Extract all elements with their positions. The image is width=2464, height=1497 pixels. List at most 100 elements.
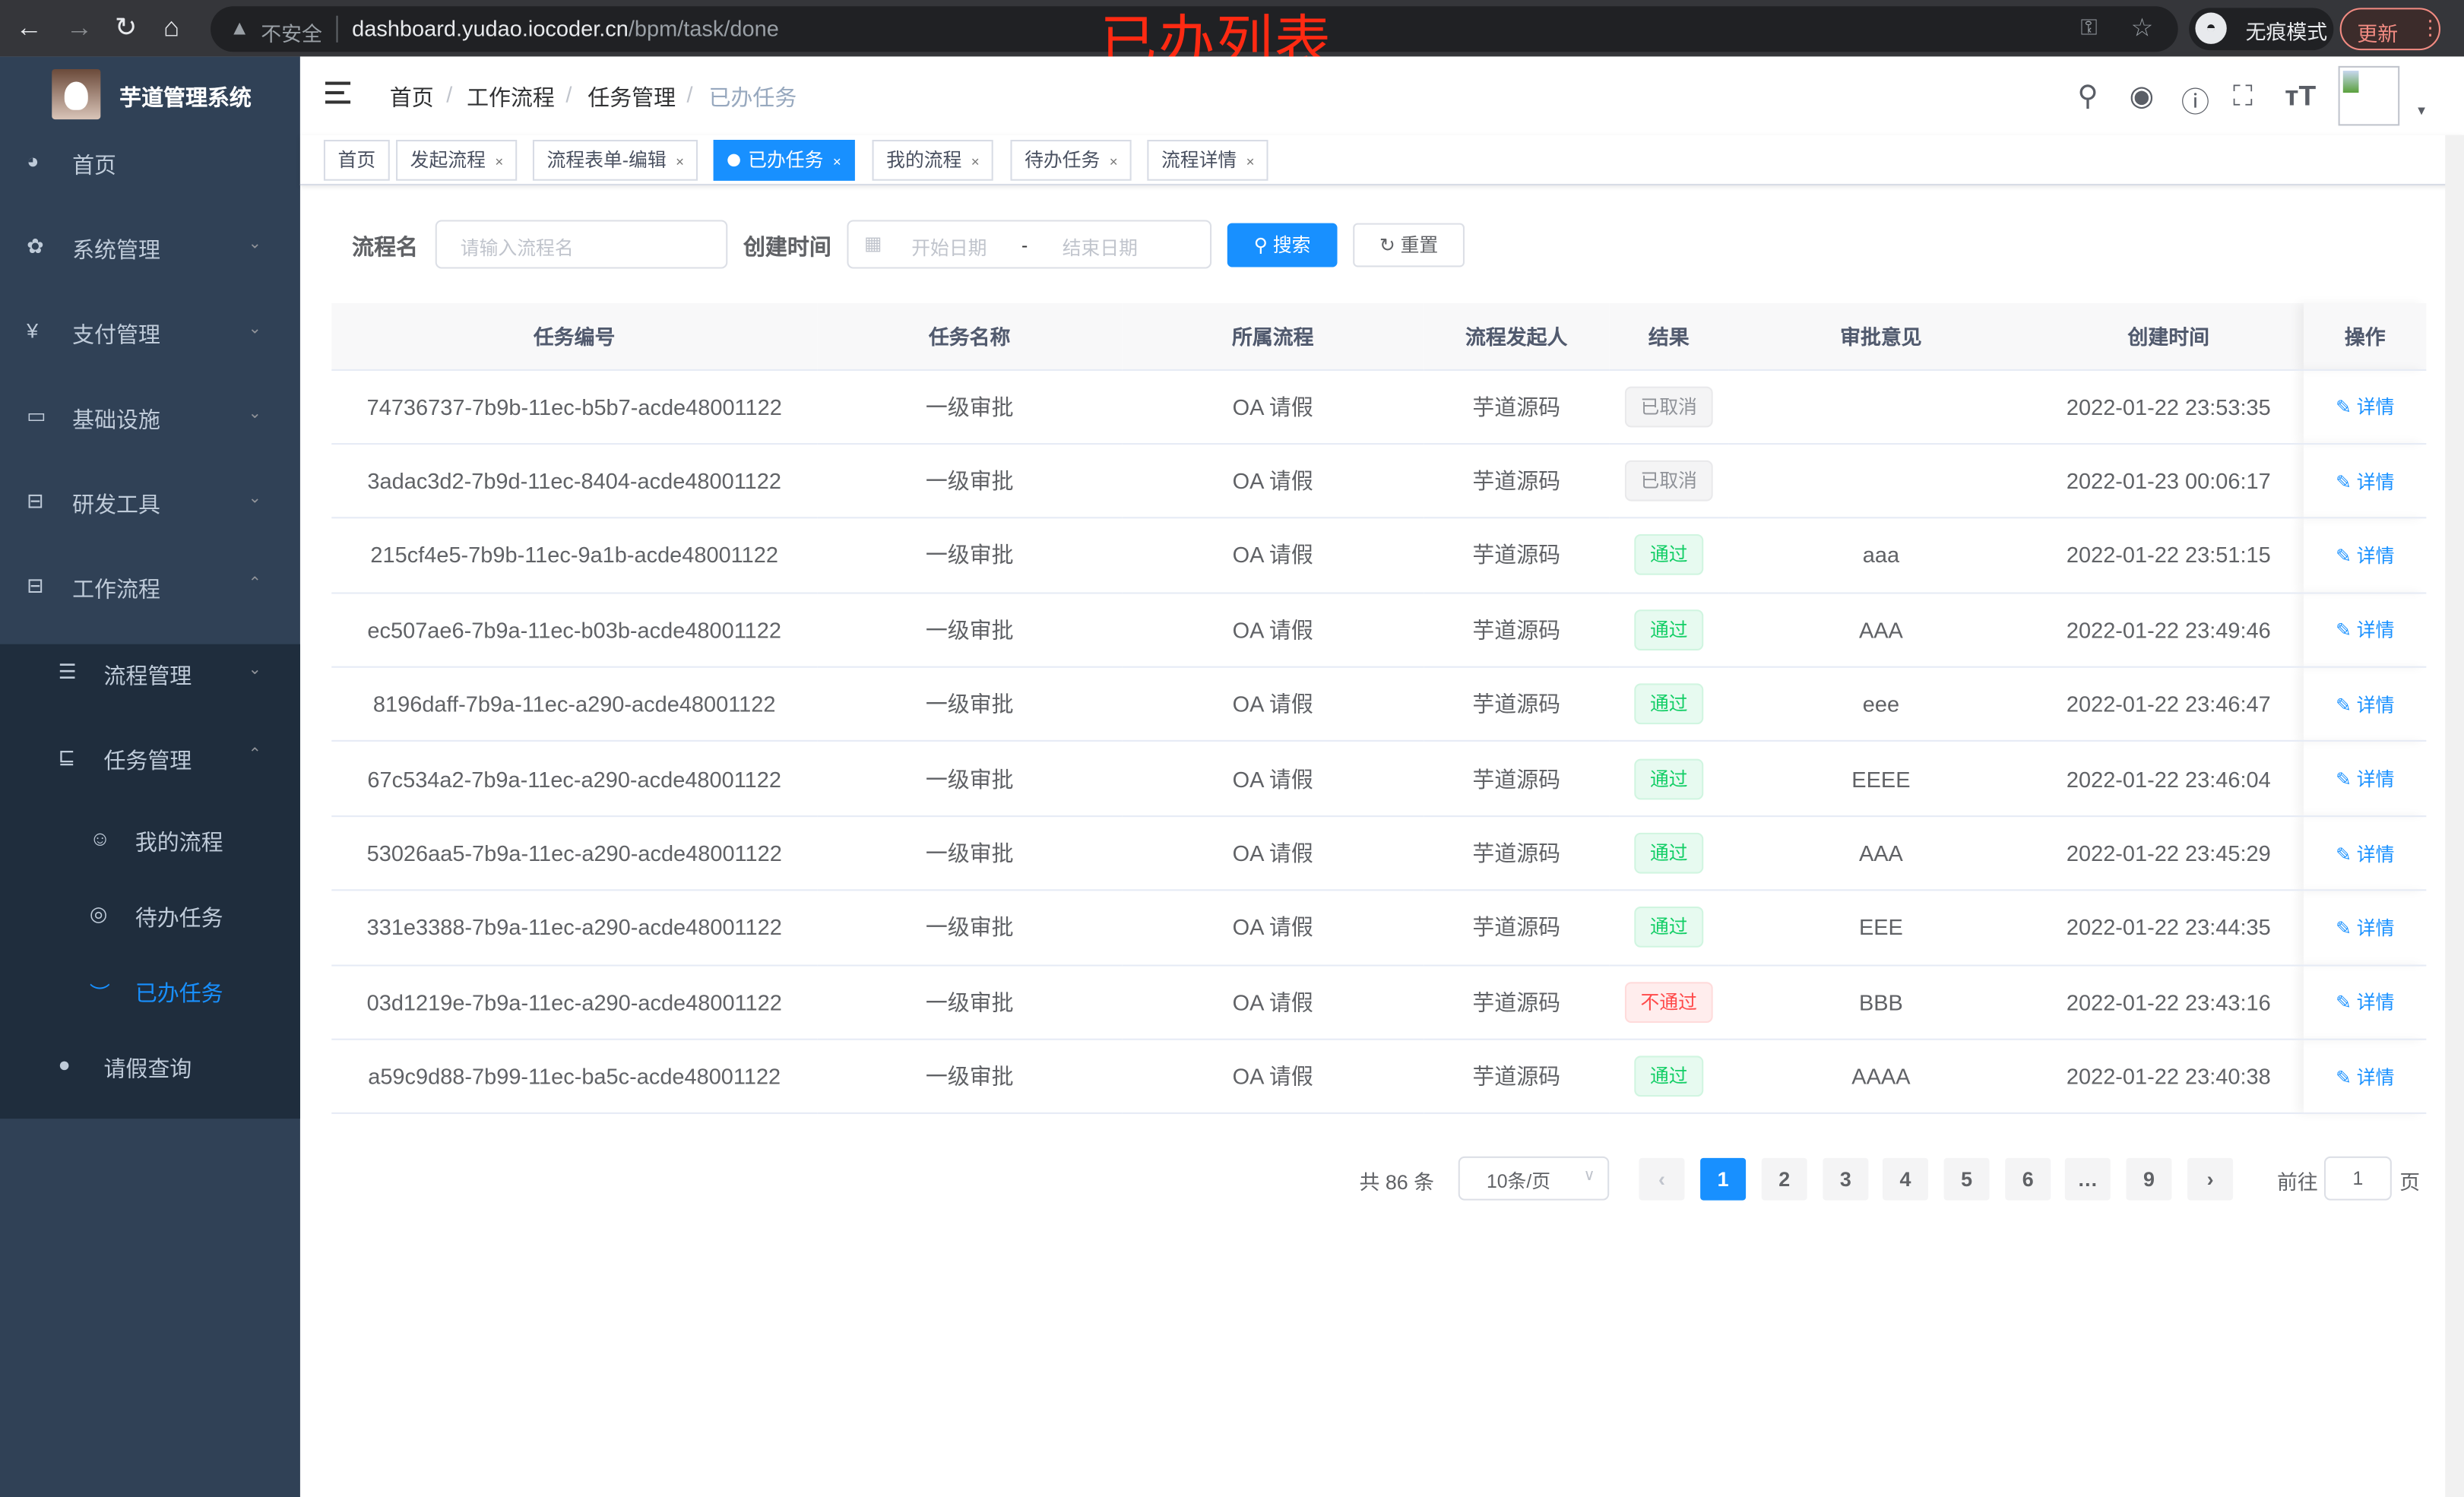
forward-icon[interactable]: → [65,12,93,43]
page-button[interactable]: 1 [1700,1157,1747,1201]
detail-button[interactable]: ✎ 详情 [2304,964,2427,1040]
incognito-badge[interactable]: ◓ 无痕模式 [2189,8,2334,51]
reset-button[interactable]: ↻ 重置 [1353,223,1465,267]
chevron-up-icon[interactable]: ⌃ [248,746,262,764]
fullscreen-icon[interactable]: ⛶ [2233,80,2253,112]
caret-down-icon[interactable]: ▼ [2415,103,2428,119]
detail-button[interactable]: ✎ 详情 [2304,592,2427,668]
close-icon[interactable]: × [1246,153,1255,170]
active-dot [727,153,740,167]
close-icon[interactable]: × [676,153,684,170]
page-button[interactable]: 6 [2005,1157,2051,1201]
sidebar-item[interactable]: ◕ 首页 [0,121,300,206]
sidebar-item[interactable]: ☺ 我的流程 [0,803,300,878]
hamburger-icon[interactable] [325,81,351,104]
sidebar-item[interactable]: ⊟ 研发工具 ⌄ [0,460,300,546]
prev-page-button[interactable]: ‹ [1639,1157,1685,1201]
page-button[interactable]: 4 [1882,1157,1928,1201]
sidebar-item[interactable]: ✿ 系统管理 ⌄ [0,206,300,291]
sidebar-item[interactable]: ● 请假查询 [0,1024,300,1109]
sidebar-item[interactable]: ⊑ 任务管理 ⌃ [0,717,300,802]
reload-icon[interactable]: ↻ [114,12,138,43]
detail-button[interactable]: ✎ 详情 [2304,369,2427,445]
home-icon[interactable]: ⌂ [163,12,180,43]
table-row: 8196daff-7b9a-11ec-a290-acde48001122 一级审… [331,666,2427,742]
key-icon[interactable]: ⚿ [2080,14,2098,40]
avatar[interactable] [2338,65,2400,126]
starter: 芋道源码 [1424,592,1610,668]
close-icon[interactable]: × [971,153,980,170]
update-button[interactable]: 更新 ⋮ [2339,8,2440,51]
chevron-down-icon[interactable]: ⌄ [248,236,262,253]
close-icon[interactable]: × [495,153,504,170]
back-icon[interactable]: ← [15,12,43,43]
page-button[interactable]: 3 [1823,1157,1869,1201]
scrollbar[interactable] [2445,135,2464,1497]
close-icon[interactable]: × [1109,153,1118,170]
search-icon[interactable]: ⚲ [2077,80,2098,112]
detail-label: 详情 [2356,1066,2395,1089]
page-button[interactable]: 5 [1943,1157,1990,1201]
page-button[interactable]: 2 [1761,1157,1807,1201]
star-icon[interactable]: ☆ [2130,15,2154,43]
submenu-background [0,644,300,1119]
chevron-down-icon[interactable]: ⌄ [248,661,262,679]
start-date-placeholder: 开始日期 [911,237,987,260]
reset-label: 重置 [1400,234,1439,257]
tag-tab[interactable]: 我的流程 × [872,140,994,181]
detail-button[interactable]: ✎ 详情 [2304,741,2427,817]
breadcrumb-separator: / [446,81,453,107]
sidebar-item[interactable]: ◎ 待办任务 [0,878,300,954]
page-size-select[interactable]: 10条/页 ∨ [1458,1156,1610,1201]
chevron-down-icon[interactable]: ⌄ [248,405,262,423]
breadcrumb-task-management[interactable]: 任务管理 [587,84,676,110]
navbar: 首页 / 工作流程 / 任务管理 / 已办任务 ⚲ ◉ ⓘ ⛶ ᴛT ▼ [299,56,2464,135]
breadcrumb-workflow[interactable]: 工作流程 [467,84,555,110]
breadcrumb-separator: / [686,81,693,107]
next-page-button[interactable]: › [2187,1157,2234,1201]
sidebar-item[interactable]: ⊟ 工作流程 ⌃ [0,545,300,630]
help-icon[interactable]: ⓘ [2181,86,2210,119]
incognito-label: 无痕模式 [2245,20,2328,44]
github-icon[interactable]: ◉ [2129,80,2155,112]
detail-button[interactable]: ✎ 详情 [2304,1039,2427,1115]
process-name-input[interactable]: 请输入流程名 [435,220,728,269]
date-range-picker[interactable]: ▦ 开始日期 - 结束日期 [847,220,1212,269]
detail-button[interactable]: ✎ 详情 [2304,890,2427,966]
result-cell: 通过 [1609,666,1729,742]
search-button[interactable]: ⚲ 搜索 [1227,223,1338,267]
tag-tab[interactable]: 已办任务 × [713,140,856,181]
tag-tab[interactable]: 流程表单-编辑 × [532,140,698,181]
breadcrumb-home[interactable]: 首页 [389,84,434,110]
process-name: OA 请假 [1122,369,1424,445]
page-button[interactable]: 9 [2126,1157,2172,1201]
detail-button[interactable]: ✎ 详情 [2304,666,2427,742]
sidebar-item-label: 系统管理 [72,237,160,263]
sidebar-item[interactable]: ▭ 基础设施 ⌄ [0,375,300,460]
sidebar-item[interactable]: ¥ 支付管理 ⌄ [0,291,300,376]
page-button[interactable]: … [2064,1157,2111,1201]
tag-tab[interactable]: 首页 [323,140,390,181]
more-icon[interactable]: ⋮ [2420,15,2440,40]
close-icon[interactable]: × [832,153,841,170]
table-row: 3adac3d2-7b9d-11ec-8404-acde48001122 一级审… [331,443,2427,519]
detail-button[interactable]: ✎ 详情 [2304,815,2427,891]
chevron-down-icon[interactable]: ⌄ [248,490,262,508]
dashboard-icon: ◕ [27,149,40,173]
edit-icon: ✎ [2336,545,2357,568]
font-size-icon[interactable]: ᴛT [2285,80,2317,112]
goto-page-input[interactable]: 1 [2323,1156,2392,1201]
tag-tab[interactable]: 流程详情 × [1147,140,1269,181]
sidebar-item[interactable]: ︶ 已办任务 [0,954,300,1029]
tag-tab[interactable]: 待办任务 × [1010,140,1132,181]
sidebar-item[interactable]: ☰ 流程管理 ⌄ [0,631,300,717]
chevron-down-icon[interactable]: ⌄ [248,320,262,338]
starter: 芋道源码 [1424,964,1610,1040]
chevron-up-icon[interactable]: ⌃ [248,574,262,593]
address-bar[interactable]: ▲ 不安全 dashboard.yudao.iocoder.cn/bpm/tas… [211,6,2178,52]
detail-button[interactable]: ✎ 详情 [2304,517,2427,593]
tag-tab[interactable]: 发起流程 × [396,140,518,181]
task-name: 一级审批 [817,1039,1123,1115]
detail-button[interactable]: ✎ 详情 [2304,443,2427,519]
